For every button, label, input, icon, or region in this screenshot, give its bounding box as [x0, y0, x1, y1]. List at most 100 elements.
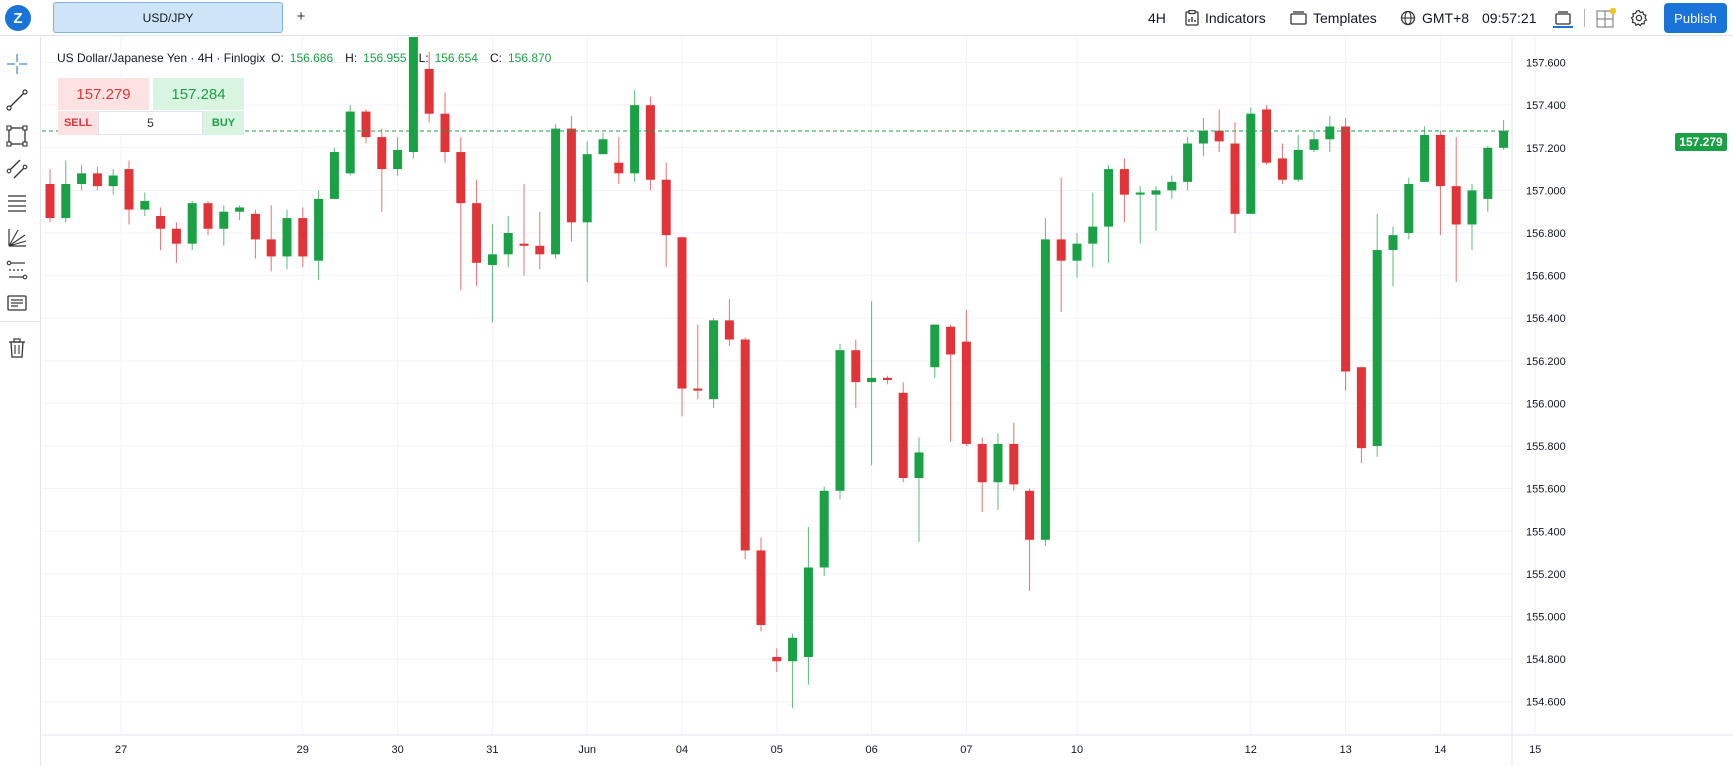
price-tick-label: 154.600: [1526, 697, 1566, 709]
gann-fan-icon: [8, 229, 27, 247]
candle-body: [693, 388, 703, 391]
candle-body: [566, 128, 576, 223]
price-tick-label: 154.800: [1526, 654, 1566, 666]
candle-body: [45, 184, 55, 219]
time-tick-label: 10: [1071, 744, 1083, 756]
candle-body: [1056, 239, 1066, 261]
candle-body: [788, 637, 798, 662]
trend-line-tool[interactable]: [4, 87, 30, 113]
gann-fan-tool[interactable]: [4, 225, 30, 251]
candle-body: [1183, 143, 1193, 182]
price-tick-label: 156.000: [1526, 398, 1566, 410]
logo-icon[interactable]: Z: [5, 5, 31, 31]
price-tick-label: 155.000: [1526, 611, 1566, 623]
candle-body: [77, 173, 87, 184]
candle-body: [961, 341, 971, 444]
candle-body: [314, 198, 324, 261]
candle-body: [361, 111, 371, 138]
multi-chart-button[interactable]: [1595, 0, 1617, 36]
clock: 09:57:21: [1482, 10, 1537, 26]
timezone-label: GMT+8: [1422, 10, 1470, 26]
time-tick-label: 05: [771, 744, 783, 756]
candle-body: [1151, 190, 1161, 195]
candle-body: [203, 203, 213, 229]
timezone-selector[interactable]: GMT+8: [1400, 0, 1469, 36]
toolbar-divider: [0, 321, 40, 322]
buy-button[interactable]: BUY: [203, 111, 244, 135]
candle-body: [1404, 184, 1414, 233]
trend-line-icon: [6, 89, 28, 111]
price-tick-label: 157.600: [1526, 58, 1566, 70]
fib-retracement-tool[interactable]: [4, 190, 30, 216]
drawing-toolbar: [0, 37, 41, 766]
settings-button[interactable]: [1630, 0, 1648, 36]
sell-price-button[interactable]: 157.279: [58, 78, 149, 110]
add-tab-button[interactable]: +: [296, 8, 306, 25]
quantity-input[interactable]: [98, 111, 203, 135]
pattern-tool[interactable]: [4, 257, 30, 283]
price-chart[interactable]: 154.600 154.800 155.000 155.200 155.400 155.6…: [42, 37, 1733, 766]
candle-body: [329, 152, 339, 199]
candle-body: [1435, 135, 1445, 187]
time-tick-label: 31: [486, 744, 498, 756]
candle-body: [1167, 181, 1177, 191]
trade-widget: 157.279 157.284 SELL BUY: [58, 78, 244, 136]
sell-button[interactable]: SELL: [58, 111, 98, 135]
candle-body: [661, 179, 671, 236]
price-tick-label: 155.600: [1526, 484, 1566, 496]
price-tick-label: 156.800: [1526, 228, 1566, 240]
price-tick-label: 156.600: [1526, 271, 1566, 283]
pattern-icon: [6, 260, 28, 280]
layout-button[interactable]: [1552, 0, 1574, 36]
templates-button[interactable]: Templates: [1290, 0, 1377, 36]
indicators-label: Indicators: [1205, 10, 1266, 26]
candle-body: [1214, 130, 1224, 142]
time-tick-label: 14: [1434, 744, 1446, 756]
candle-body: [1451, 186, 1461, 225]
candle-body: [1325, 126, 1335, 140]
candle-body: [1277, 158, 1287, 180]
candle-body: [393, 149, 403, 170]
top-toolbar: Z USD/JPY + 4H Indicators Templates GMT+…: [0, 0, 1733, 36]
legend-low-label: L:: [418, 51, 429, 65]
text-note-tool[interactable]: [4, 290, 30, 316]
templates-label: Templates: [1313, 10, 1377, 26]
crosshair-tool[interactable]: [4, 51, 30, 77]
candle-body: [1119, 169, 1129, 195]
candle-body: [298, 218, 308, 257]
candle-body: [993, 443, 1003, 483]
candle-body: [250, 213, 260, 240]
legend-high-label: H:: [345, 51, 358, 65]
candle-body: [882, 377, 892, 380]
price-tick-label: 157.000: [1526, 185, 1566, 197]
indicators-button[interactable]: Indicators: [1185, 0, 1266, 36]
gear-icon: [1630, 9, 1648, 27]
candle-body: [1293, 149, 1303, 180]
legend-close-value: 156.870: [507, 51, 552, 65]
candle-body: [424, 68, 434, 114]
price-tick-label: 155.400: [1526, 526, 1566, 538]
rectangle-tool[interactable]: [4, 123, 30, 149]
candle-body: [1341, 126, 1351, 372]
time-tick-label: 07: [960, 744, 972, 756]
candle-body: [772, 656, 782, 662]
candle-body: [140, 201, 150, 210]
candle-body: [1230, 143, 1240, 214]
candle-body: [630, 105, 640, 174]
buy-price-button[interactable]: 157.284: [153, 78, 244, 110]
legend-title: US Dollar/Japanese Yen · 4H · Finlogix: [57, 51, 266, 65]
legend-low-value: 156.654: [434, 51, 478, 65]
channel-tool[interactable]: [4, 156, 30, 182]
candle-body: [645, 105, 655, 180]
publish-button[interactable]: Publish: [1664, 3, 1727, 33]
remove-drawings-button[interactable]: [4, 335, 30, 361]
candle-body: [1040, 239, 1050, 540]
channel-icon: [6, 159, 28, 179]
candle-body: [1420, 135, 1430, 182]
interval-selector[interactable]: 4H: [1148, 10, 1166, 26]
time-tick-label: 13: [1339, 744, 1351, 756]
candle-body: [92, 173, 102, 187]
time-tick-label: 30: [391, 744, 403, 756]
symbol-tab-usdjpy[interactable]: USD/JPY: [53, 2, 283, 33]
candle-body: [598, 139, 608, 155]
